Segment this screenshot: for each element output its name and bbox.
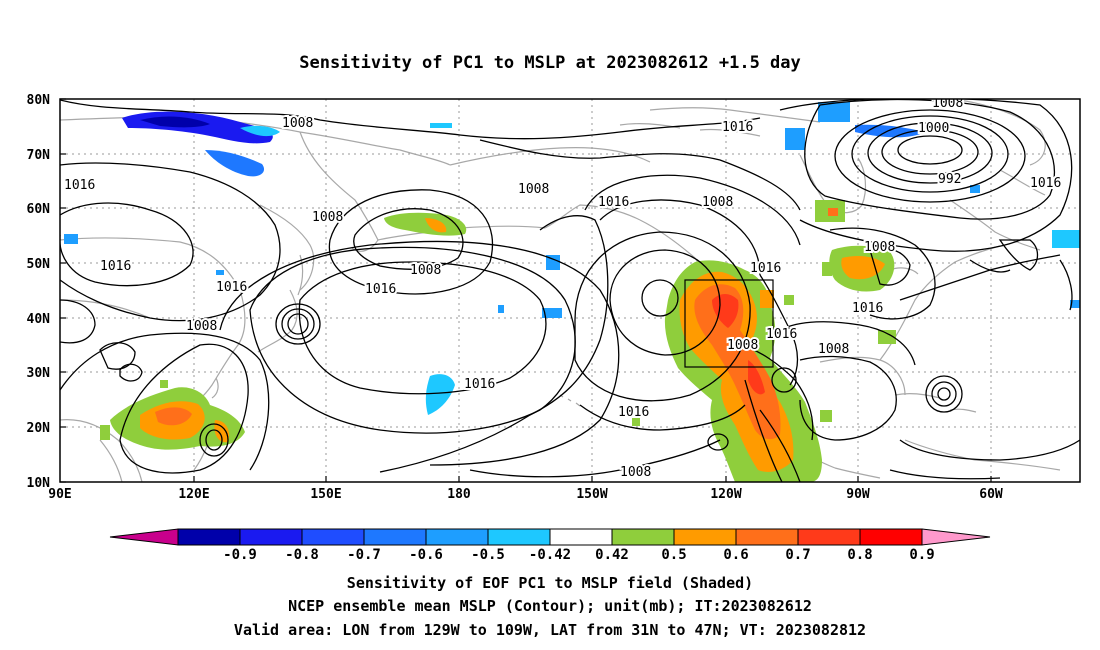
isobar-labels: 1008 1016 1000 992 1008 1016 1008 1016 1…	[62, 96, 1063, 422]
colorbar-swatch	[301, 528, 365, 546]
colorbar-swatch	[611, 528, 675, 546]
colorbar-swatch	[177, 528, 241, 546]
colorbar-swatch	[363, 528, 427, 546]
isobar-label: 992	[938, 172, 961, 187]
colorbar-swatch	[859, 528, 923, 546]
isobar-label: 1016	[1030, 176, 1061, 191]
colorbar-tick-label: -0.8	[285, 547, 319, 563]
colorbar-swatch	[487, 528, 551, 546]
lon-label: 90W	[846, 487, 870, 502]
colorbar-tick-label: 0.8	[847, 547, 872, 563]
isobar-label: 1016	[618, 405, 649, 420]
colorbar-tick-label: -0.9	[223, 547, 257, 563]
lon-label: 60W	[979, 487, 1003, 502]
isobar-label: 1016	[750, 261, 781, 276]
lat-label: 50N	[27, 257, 51, 272]
isobars	[60, 99, 1080, 482]
caption-line-3: Valid area: LON from 129W to 109W, LAT f…	[234, 621, 866, 639]
map-panel: 1008 1016 1000 992 1008 1016 1008 1016 1…	[60, 96, 1080, 482]
lon-label: 150W	[576, 487, 607, 502]
colorbar-tick-label: -0.7	[347, 547, 381, 563]
latitude-labels: 80N 70N 60N 50N 40N 30N 20N 10N	[27, 93, 51, 491]
isobar-label: 1016	[766, 327, 797, 342]
isobar-label: 1016	[216, 280, 247, 295]
isobar-label: 1008	[282, 116, 313, 131]
colorbar-swatch	[673, 528, 737, 546]
isobar-label: 1016	[722, 120, 753, 135]
lat-label: 80N	[27, 93, 51, 108]
lat-label: 70N	[27, 148, 51, 163]
isobar-label: 1008	[932, 96, 963, 111]
lat-label: 60N	[27, 202, 51, 217]
longitude-labels: 90E 120E 150E 180 150W 120W 90W 60W	[48, 487, 1003, 502]
isobar-label: 1008	[727, 338, 758, 353]
colorbar-swatch	[239, 528, 303, 546]
isobar-label: 1008	[620, 465, 651, 480]
lon-label: 90E	[48, 487, 71, 502]
lon-label: 120E	[178, 487, 209, 502]
colorbar-tick-label: 0.6	[723, 547, 748, 563]
isobar-label: 1008	[702, 195, 733, 210]
colorbar-swatch	[735, 528, 799, 546]
isobar-label: 1000	[918, 121, 949, 136]
caption-line-2: NCEP ensemble mean MSLP (Contour); unit(…	[288, 597, 812, 615]
colorbar-swatch	[549, 528, 613, 546]
colorbar-tick-label: -0.42	[529, 547, 571, 563]
isobar-label: 1008	[186, 319, 217, 334]
lat-label: 30N	[27, 366, 51, 381]
isobar-label: 1016	[464, 377, 495, 392]
lat-label: 10N	[27, 476, 51, 491]
lat-label: 20N	[27, 421, 51, 436]
caption-line-1: Sensitivity of EOF PC1 to MSLP field (Sh…	[347, 574, 753, 592]
lon-label: 120W	[710, 487, 741, 502]
isobar-label: 1008	[864, 240, 895, 255]
colorbar: -0.9 -0.8 -0.7 -0.6 -0.5 -0.42 0.42 0.5 0.6 0.7 0.…	[109, 528, 991, 563]
isobar-label: 1016	[852, 301, 883, 316]
isobar-label: 1016	[365, 282, 396, 297]
colorbar-swatch	[425, 528, 489, 546]
map-title: Sensitivity of PC1 to MSLP at 2023082612…	[299, 53, 801, 73]
isobar-label: 1008	[518, 182, 549, 197]
isobar-label: 1016	[100, 259, 131, 274]
valid-area-box	[684, 279, 774, 368]
colorbar-tick-label: 0.7	[785, 547, 810, 563]
lon-label: 180	[447, 487, 471, 502]
colorbar-tick-label: -0.6	[409, 547, 443, 563]
colorbar-swatch	[797, 528, 861, 546]
isobar-label: 1008	[410, 263, 441, 278]
isobar-label: 1008	[312, 210, 343, 225]
isobar-label: 1008	[818, 342, 849, 357]
lon-label: 150E	[310, 487, 341, 502]
colorbar-tick-label: 0.42	[595, 547, 629, 563]
colorbar-tick-label: 0.5	[661, 547, 686, 563]
colorbar-tick-label: 0.9	[909, 547, 934, 563]
isobar-label: 1016	[598, 195, 629, 210]
isobar-label: 1016	[64, 178, 95, 193]
colorbar-high-triangle	[921, 528, 991, 546]
lat-label: 40N	[27, 312, 51, 327]
colorbar-tick-label: -0.5	[471, 547, 505, 563]
colorbar-low-triangle	[109, 528, 179, 546]
